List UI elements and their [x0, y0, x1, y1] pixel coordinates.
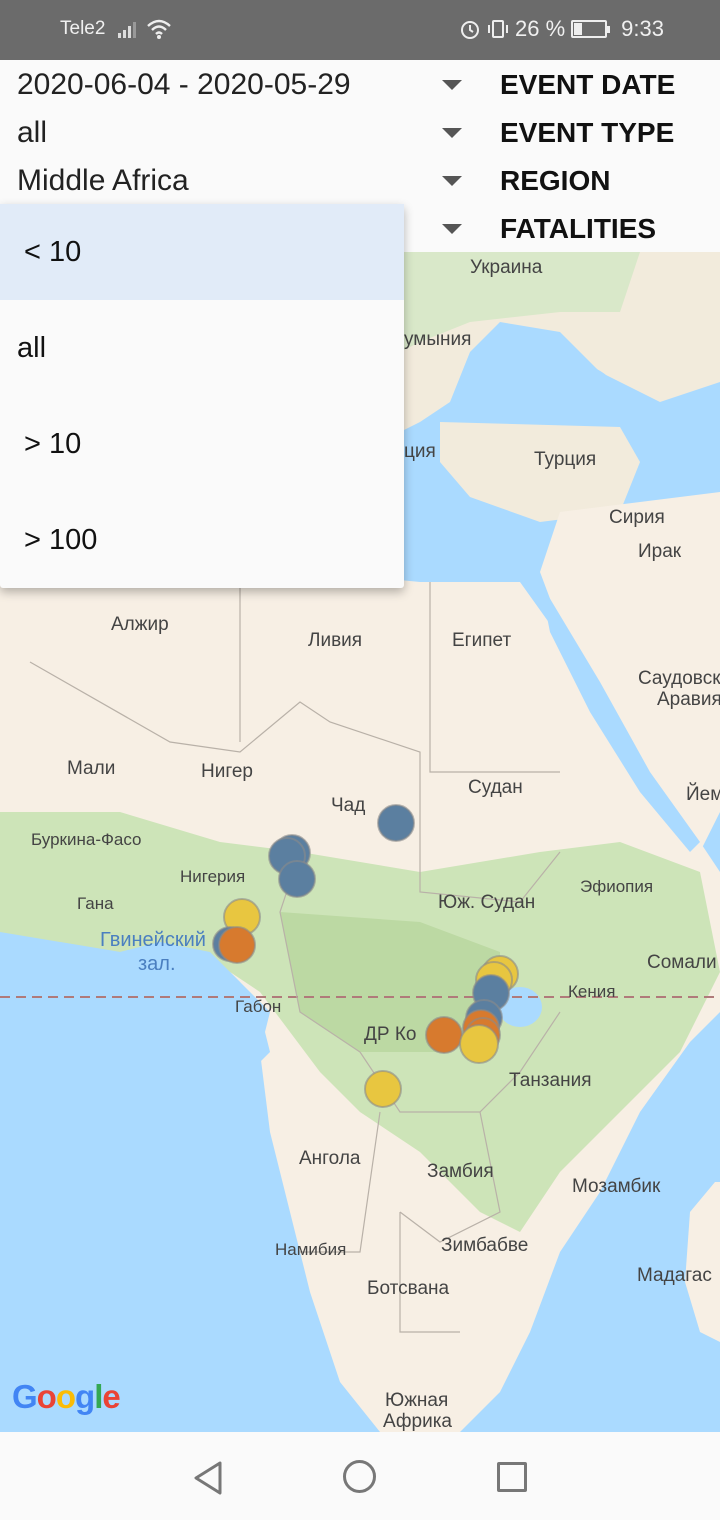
fatalities-option-gt10[interactable]: > 10	[24, 428, 82, 460]
map-label-turkey: Турция	[534, 449, 597, 470]
map-label-egypt: Египет	[452, 630, 512, 651]
map-label-south-africa: Южная	[385, 1390, 449, 1411]
alarm-icon	[461, 21, 480, 39]
system-nav-bar	[0, 1432, 720, 1520]
event-marker[interactable]	[278, 860, 316, 898]
event-date-value[interactable]: 2020-06-04 - 2020-05-29	[17, 68, 351, 101]
fatalities-option-lt10[interactable]: < 10	[0, 204, 404, 300]
event-type-dropdown-icon[interactable]	[442, 128, 462, 138]
map-label-ghana: Гана	[77, 894, 114, 913]
event-marker[interactable]	[459, 1024, 499, 1064]
fatalities-label: FATALITIES	[500, 213, 657, 244]
map-label-saudi: Саудовск	[638, 668, 720, 689]
map-label-namibia: Намибия	[275, 1240, 347, 1259]
map-label-gabon: Габон	[235, 997, 282, 1016]
map-label-gulf-of-guinea: Гвинейский	[100, 929, 206, 951]
map-label-chad: Чад	[331, 795, 366, 816]
fatalities-dropdown-icon[interactable]	[442, 224, 462, 234]
map-label-nigeria: Нигерия	[180, 867, 246, 886]
map-label-gulf-of-guinea-2: зал.	[138, 953, 176, 975]
status-bar: Tele2 26 % 9:33	[0, 0, 720, 60]
back-icon[interactable]	[192, 1460, 224, 1496]
event-date-filter[interactable]: 2020-06-04 - 2020-05-29 EVENT DATE	[0, 60, 720, 108]
map-label-romania: умыния	[404, 329, 472, 350]
map-label-mozambique: Мозамбик	[572, 1176, 661, 1197]
map-label-mali: Мали	[67, 758, 116, 779]
map-label-algeria: Алжир	[111, 614, 169, 635]
event-marker[interactable]	[364, 1070, 402, 1108]
map-label-south-sudan: Юж. Судан	[438, 892, 536, 913]
clock: 9:33	[621, 16, 664, 41]
map-label-ukraine: Украина	[470, 257, 543, 278]
event-marker[interactable]	[425, 1016, 463, 1054]
event-type-filter[interactable]: all EVENT TYPE	[0, 108, 720, 156]
wifi-icon	[147, 19, 171, 39]
map-label-zambia: Замбия	[427, 1161, 494, 1182]
map-label-iraq: Ирак	[638, 541, 682, 562]
map-label-kenya: Кения	[568, 982, 616, 1001]
map-label-libya: Ливия	[308, 630, 363, 651]
map-label-zimbabwe: Зимбабве	[441, 1235, 529, 1256]
map-label-burkina: Буркина-Фасо	[31, 830, 142, 849]
map-label-drc: ДР Ко	[364, 1024, 417, 1045]
region-dropdown-icon[interactable]	[442, 176, 462, 186]
status-right: 26 % 9:33	[459, 16, 664, 42]
map-label-ethiopia: Эфиопия	[580, 877, 654, 896]
map-label-somalia: Сомали	[647, 952, 717, 973]
recent-apps-icon[interactable]	[497, 1462, 527, 1492]
map-label-sudan: Судан	[468, 777, 523, 798]
event-date-label: EVENT DATE	[500, 69, 676, 100]
battery-icon	[571, 20, 611, 38]
fatalities-dropdown-menu[interactable]: < 10 all > 10 > 100	[0, 204, 404, 588]
map-label-niger: Нигер	[201, 761, 253, 782]
carrier-name: Tele2	[60, 18, 106, 39]
google-logo: Google	[12, 1378, 121, 1415]
map-label-yemen: Йем	[686, 784, 720, 805]
event-type-label: EVENT TYPE	[500, 117, 675, 148]
map-label-syria: Сирия	[609, 507, 665, 528]
region-filter[interactable]: Middle Africa REGION	[0, 156, 720, 204]
event-markers[interactable]	[212, 804, 519, 1108]
map-label-botswana: Ботсвана	[367, 1278, 450, 1299]
event-marker[interactable]	[377, 804, 415, 842]
map-label-tanzania: Танзания	[509, 1070, 592, 1091]
map-label-arabia: Аравия	[657, 689, 720, 710]
fatalities-filter[interactable]: FATALITIES	[0, 204, 720, 252]
fatalities-option-all[interactable]: all	[17, 332, 47, 364]
home-icon[interactable]	[343, 1460, 376, 1493]
region-value[interactable]: Middle Africa	[17, 164, 189, 197]
map-label-greece: ция	[404, 441, 436, 462]
battery-percent: 26 %	[515, 16, 566, 41]
event-type-value[interactable]: all	[17, 116, 48, 149]
vibrate-icon	[488, 20, 509, 38]
signal-icon	[118, 22, 136, 38]
map-label-madagascar: Мадагас	[637, 1265, 712, 1286]
map-label-south-africa-2: Африка	[383, 1411, 452, 1432]
event-marker[interactable]	[218, 926, 256, 964]
region-label: REGION	[500, 165, 611, 196]
map-label-angola: Ангола	[299, 1148, 361, 1169]
fatalities-option-gt100[interactable]: > 100	[24, 524, 98, 556]
event-date-dropdown-icon[interactable]	[442, 80, 462, 90]
